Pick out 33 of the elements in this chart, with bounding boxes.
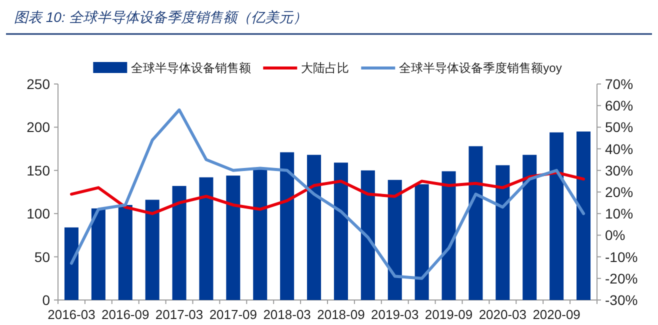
title: 图表 10: 全球半导体设备季度销售额（亿美元）	[14, 9, 308, 25]
y2-tick-label: 10%	[605, 206, 634, 222]
y2-tick-label: 0%	[605, 227, 626, 244]
y-tick-label: 100	[26, 206, 50, 222]
y2-tick-label: 30%	[605, 162, 634, 178]
y-tick-label: 50	[34, 248, 50, 265]
y2-tick-label: -20%	[605, 270, 638, 286]
y-tick-label: 250	[26, 76, 50, 92]
legend-label: 大陆占比	[301, 61, 350, 75]
y-tick-label: 200	[26, 119, 50, 136]
y2-tick-label: -10%	[605, 248, 638, 265]
x-tick-label: 2018-09	[317, 307, 365, 322]
y2-tick-label: 70%	[605, 76, 634, 92]
y-tick-label: 150	[26, 162, 50, 178]
x-tick-label: 2020-09	[532, 307, 580, 322]
x-tick-label: 2019-03	[371, 307, 419, 322]
y2-tick-label: -30%	[605, 292, 638, 308]
x-tick-label: 2016-03	[48, 307, 96, 322]
y2-tick-label: 50%	[605, 119, 634, 136]
x-tick-label: 2019-09	[424, 307, 473, 322]
y2-tick-label: 40%	[605, 140, 634, 157]
legend-label: 全球半导体设备季度销售额yoy	[399, 61, 562, 75]
x-tick-label: 2018-03	[263, 307, 311, 322]
x-tick-label: 2016-09	[102, 307, 150, 322]
x-tick-label: 2017-03	[155, 307, 204, 322]
x-tick-label: 2017-09	[209, 307, 258, 322]
legend-label: 全球半导体设备销售额	[131, 61, 252, 75]
y2-tick-label: 60%	[605, 98, 634, 114]
line-series	[70, 108, 586, 280]
y2-tick-label: 20%	[605, 184, 634, 200]
line-series	[70, 171, 586, 216]
y-tick-label: 0	[42, 292, 50, 308]
x-tick-label: 2020-03	[478, 307, 527, 322]
